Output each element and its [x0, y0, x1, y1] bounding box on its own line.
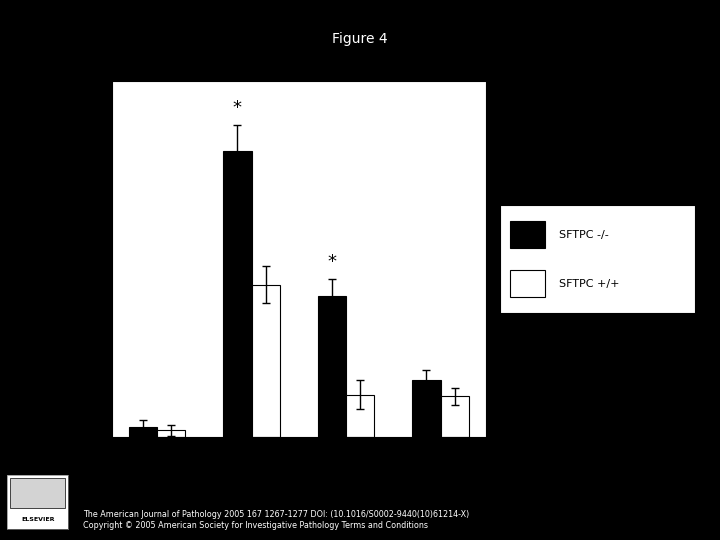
- Y-axis label: Fibrosis Score: Fibrosis Score: [66, 214, 78, 305]
- Bar: [157, 430, 185, 437]
- Text: The American Journal of Pathology 2005 167 1267-1277 DOI: (10.1016/S0002-9440(10: The American Journal of Pathology 2005 1…: [83, 510, 469, 530]
- Text: SFTPC +/+: SFTPC +/+: [559, 279, 619, 289]
- Text: *: *: [233, 99, 242, 117]
- Bar: [318, 296, 346, 437]
- FancyBboxPatch shape: [510, 270, 545, 297]
- Text: ELSEVIER: ELSEVIER: [21, 517, 55, 522]
- Bar: [251, 285, 280, 437]
- Bar: [413, 380, 441, 437]
- FancyBboxPatch shape: [10, 478, 66, 508]
- Bar: [129, 428, 157, 437]
- Bar: [346, 395, 374, 437]
- Text: Figure 4: Figure 4: [332, 32, 388, 46]
- Text: *: *: [328, 253, 336, 271]
- Bar: [223, 151, 251, 437]
- FancyBboxPatch shape: [510, 221, 545, 248]
- Bar: [441, 396, 469, 437]
- Text: SFTPC -/-: SFTPC -/-: [559, 231, 608, 240]
